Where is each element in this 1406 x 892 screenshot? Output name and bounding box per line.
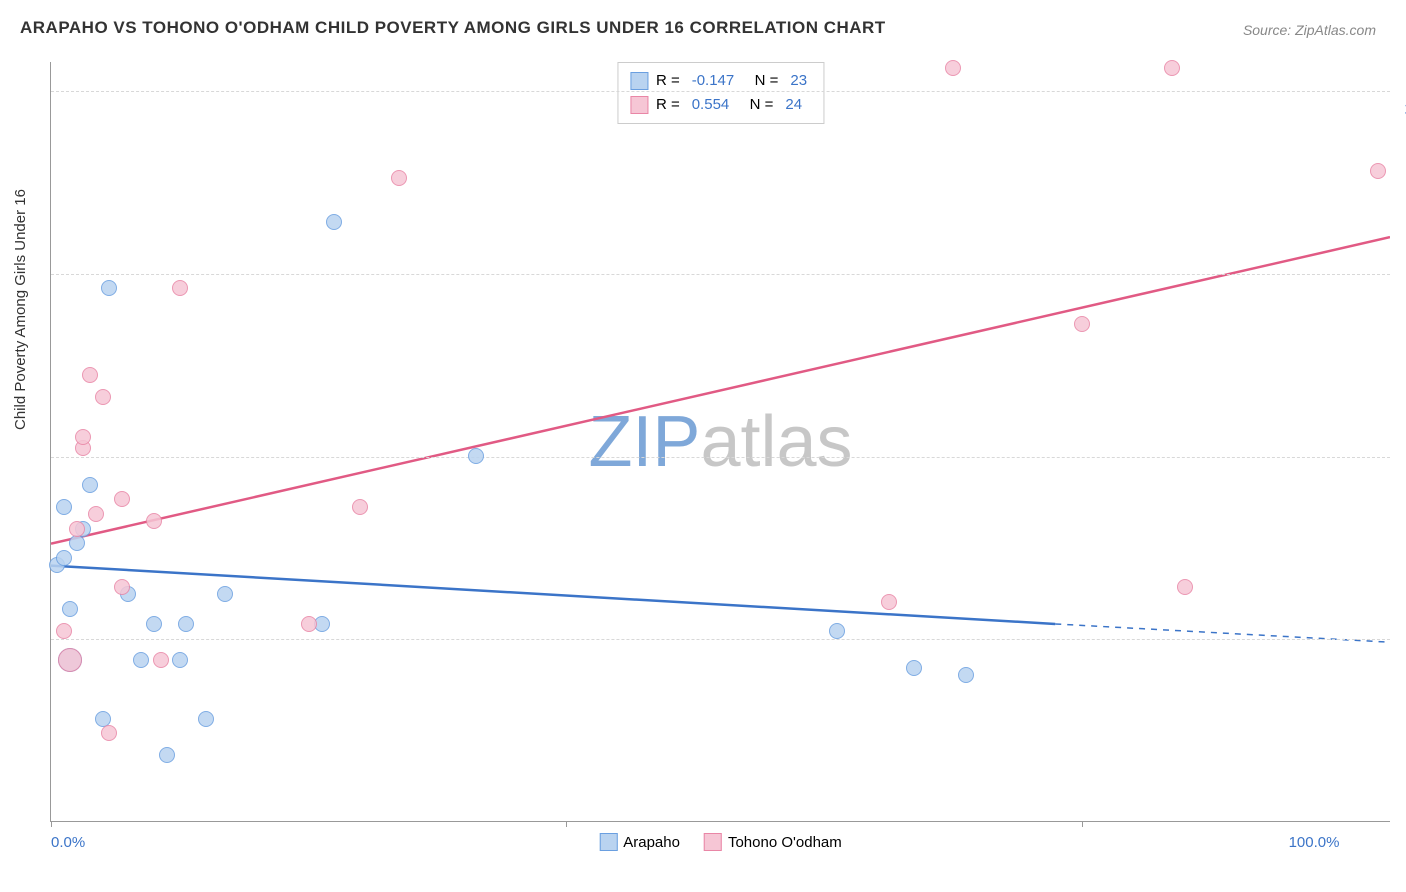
x-tick-label: 0.0% xyxy=(51,834,85,851)
scatter-point xyxy=(58,648,82,672)
scatter-point xyxy=(101,725,117,741)
scatter-point xyxy=(114,491,130,507)
legend-swatch xyxy=(630,96,648,114)
y-tick-label: 75.0% xyxy=(1395,283,1406,300)
stat-r-value: -0.147 xyxy=(692,69,735,93)
legend-swatch xyxy=(630,72,648,90)
scatter-point xyxy=(1370,163,1386,179)
scatter-point xyxy=(326,214,342,230)
chart-title: ARAPAHO VS TOHONO O'ODHAM CHILD POVERTY … xyxy=(20,18,886,38)
source-attribution: Source: ZipAtlas.com xyxy=(1243,22,1376,38)
scatter-point xyxy=(958,667,974,683)
scatter-point xyxy=(56,550,72,566)
scatter-point xyxy=(172,652,188,668)
chart-plot-area: ZIPatlas R =-0.147 N =23R =0.554 N =24 A… xyxy=(50,62,1390,822)
watermark-suffix: atlas xyxy=(700,402,852,482)
scatter-point xyxy=(881,594,897,610)
scatter-point xyxy=(217,586,233,602)
scatter-point xyxy=(391,170,407,186)
legend-label: Arapaho xyxy=(623,834,680,851)
scatter-point xyxy=(95,389,111,405)
x-tick xyxy=(51,821,52,827)
legend-swatch xyxy=(704,833,722,851)
stat-n-value: 23 xyxy=(790,69,807,93)
scatter-point xyxy=(82,477,98,493)
gridline-h xyxy=(51,91,1390,92)
scatter-point xyxy=(88,506,104,522)
x-tick xyxy=(1082,821,1083,827)
correlation-stats-box: R = -0.147 N = 23 R = 0.554 N = 24 xyxy=(617,62,824,124)
x-tick xyxy=(566,821,567,827)
stat-n-label: N = xyxy=(746,69,778,93)
scatter-point xyxy=(75,429,91,445)
scatter-point xyxy=(146,616,162,632)
scatter-point xyxy=(153,652,169,668)
scatter-point xyxy=(62,601,78,617)
watermark: ZIPatlas xyxy=(588,401,852,483)
scatter-point xyxy=(69,535,85,551)
stat-n-value: 24 xyxy=(785,93,802,117)
legend-swatch xyxy=(599,833,617,851)
scatter-point xyxy=(101,280,117,296)
stats-row: R = -0.147 N = 23 xyxy=(630,69,811,93)
scatter-point xyxy=(146,513,162,529)
scatter-point xyxy=(945,60,961,76)
scatter-point xyxy=(82,367,98,383)
y-tick-label: 100.0% xyxy=(1395,101,1406,118)
legend-item: Arapaho xyxy=(599,833,680,851)
scatter-point xyxy=(301,616,317,632)
trend-lines-layer xyxy=(51,62,1390,821)
stats-row: R = 0.554 N = 24 xyxy=(630,93,811,117)
scatter-point xyxy=(133,652,149,668)
stat-n-label: N = xyxy=(741,93,773,117)
scatter-point xyxy=(172,280,188,296)
scatter-point xyxy=(352,499,368,515)
scatter-point xyxy=(468,448,484,464)
scatter-point xyxy=(829,623,845,639)
gridline-h xyxy=(51,457,1390,458)
y-axis-label: Child Poverty Among Girls Under 16 xyxy=(12,189,29,430)
scatter-point xyxy=(178,616,194,632)
scatter-point xyxy=(906,660,922,676)
legend-bottom: Arapaho Tohono O'odham xyxy=(599,833,842,851)
scatter-point xyxy=(1177,579,1193,595)
y-tick-label: 25.0% xyxy=(1395,649,1406,666)
scatter-point xyxy=(95,711,111,727)
y-tick-label: 50.0% xyxy=(1395,466,1406,483)
scatter-point xyxy=(1164,60,1180,76)
stat-r-value: 0.554 xyxy=(692,93,730,117)
watermark-prefix: ZIP xyxy=(588,402,700,482)
scatter-point xyxy=(159,747,175,763)
scatter-point xyxy=(56,499,72,515)
legend-item: Tohono O'odham xyxy=(704,833,842,851)
gridline-h xyxy=(51,639,1390,640)
scatter-point xyxy=(114,579,130,595)
scatter-point xyxy=(1074,316,1090,332)
scatter-point xyxy=(56,623,72,639)
stat-r-label: R = xyxy=(656,69,680,93)
scatter-point xyxy=(69,521,85,537)
stat-r-label: R = xyxy=(656,93,680,117)
legend-label: Tohono O'odham xyxy=(728,834,842,851)
gridline-h xyxy=(51,274,1390,275)
scatter-point xyxy=(198,711,214,727)
x-tick-label: 100.0% xyxy=(1289,834,1340,851)
